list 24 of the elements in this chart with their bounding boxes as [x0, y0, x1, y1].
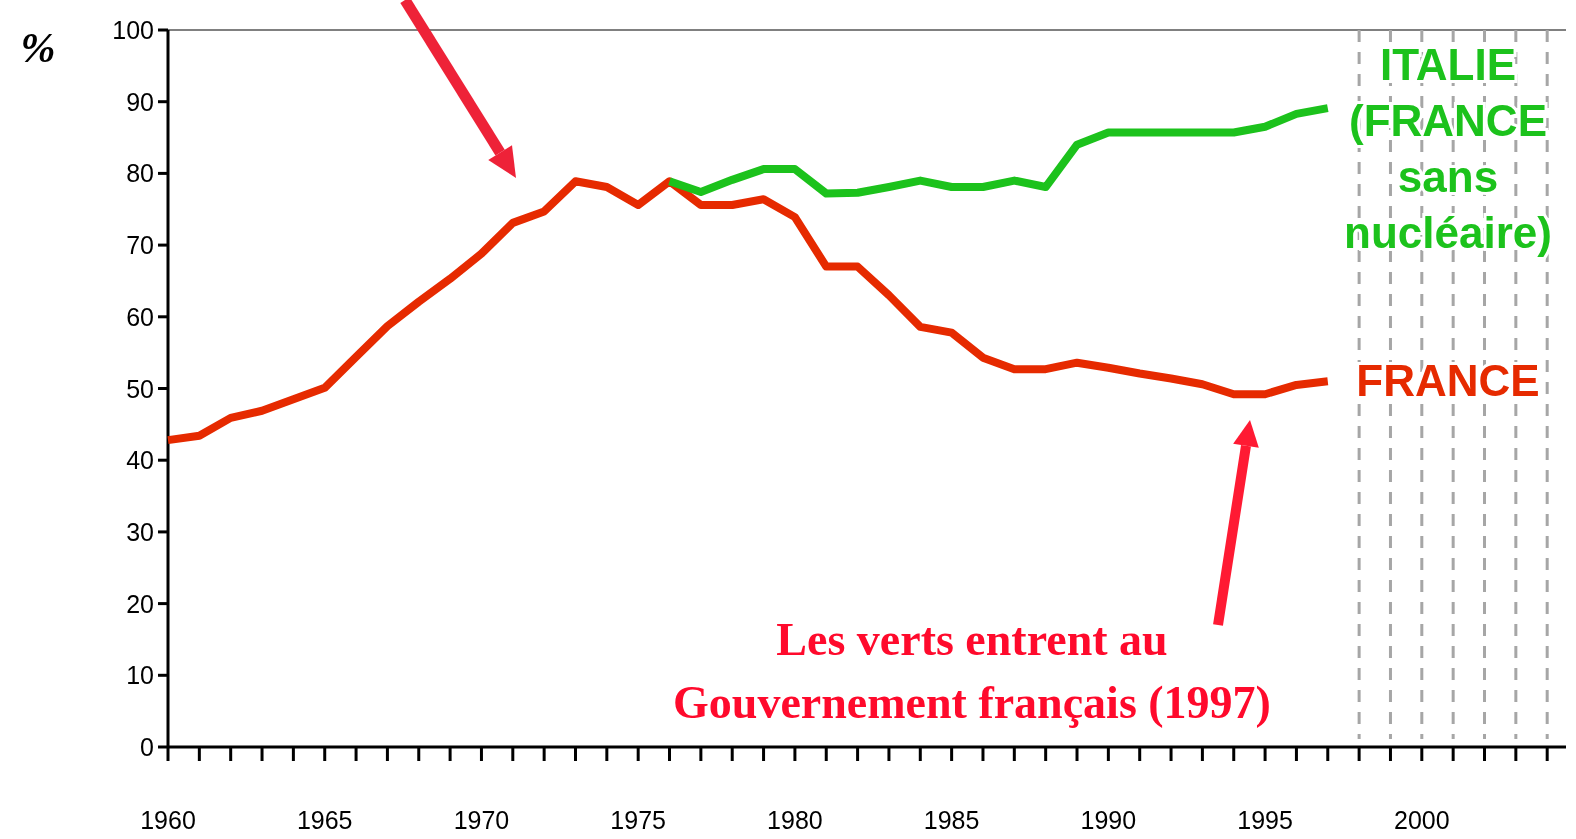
y-tick-label: 60	[126, 302, 154, 331]
series-label: ITALIE (FRANCE sans nucléaire)	[1344, 40, 1552, 258]
y-tick-label: 70	[126, 231, 154, 260]
x-tick-label: 1960	[140, 806, 196, 834]
x-tick-label: 1995	[1237, 806, 1293, 834]
x-tick-label: 1985	[923, 806, 980, 834]
x-tick-label: 1975	[610, 806, 666, 834]
y-tick-label: 50	[126, 374, 154, 403]
y-tick-label: 100	[112, 16, 154, 44]
y-tick-label: 10	[126, 661, 154, 690]
x-tick-label: 2000	[1394, 806, 1450, 834]
y-tick-label: 80	[126, 159, 154, 188]
y-tick-label: 90	[126, 87, 154, 116]
y-axis-title: %	[20, 25, 56, 71]
y-tick-label: 20	[126, 589, 154, 618]
series-label: FRANCE	[1356, 356, 1540, 406]
y-tick-label: 0	[140, 733, 154, 761]
annotation: Les verts entrent au Gouvernement français (1997)	[673, 614, 1271, 728]
x-tick-label: 1970	[453, 806, 510, 834]
y-tick-label: 40	[126, 446, 154, 475]
x-tick-label: 1965	[296, 806, 353, 834]
x-tick-label: 1980	[767, 806, 823, 834]
y-tick-label: 30	[126, 517, 154, 546]
x-tick-label: 1990	[1080, 806, 1137, 834]
